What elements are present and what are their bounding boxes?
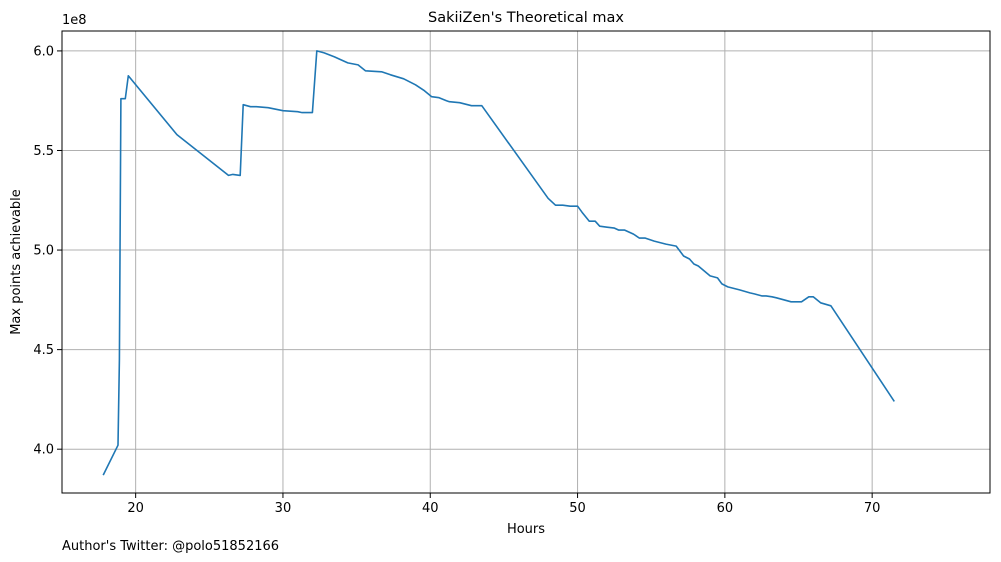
chart-title: SakiiZen's Theoretical max <box>428 10 624 26</box>
x-tick-label: 60 <box>717 501 734 516</box>
plot-frame <box>61 30 991 494</box>
x-axis-label: Hours <box>507 522 545 537</box>
x-tick-label: 20 <box>127 501 144 516</box>
y-axis-label: Max points achievable <box>9 189 24 335</box>
x-tick-label: 30 <box>275 501 292 516</box>
series-line <box>102 50 895 476</box>
y-scale-label: 1e8 <box>62 13 87 28</box>
y-tick-label: 4.5 <box>33 343 54 358</box>
series-layer <box>102 50 895 476</box>
y-tick-label: 4.0 <box>33 443 54 458</box>
x-tick-label: 40 <box>422 501 439 516</box>
ticks: 20 30 40 50 60 70 4.0 4.5 5.0 5.5 6.0 <box>33 44 880 516</box>
x-tick-label: 50 <box>569 501 586 516</box>
y-tick-label: 5.0 <box>33 244 54 259</box>
footnote: Author's Twitter: @polo51852166 <box>62 539 279 554</box>
grid <box>62 31 990 493</box>
x-tick-label: 70 <box>864 501 881 516</box>
y-tick-label: 6.0 <box>33 44 54 59</box>
y-tick-label: 5.5 <box>33 144 54 159</box>
